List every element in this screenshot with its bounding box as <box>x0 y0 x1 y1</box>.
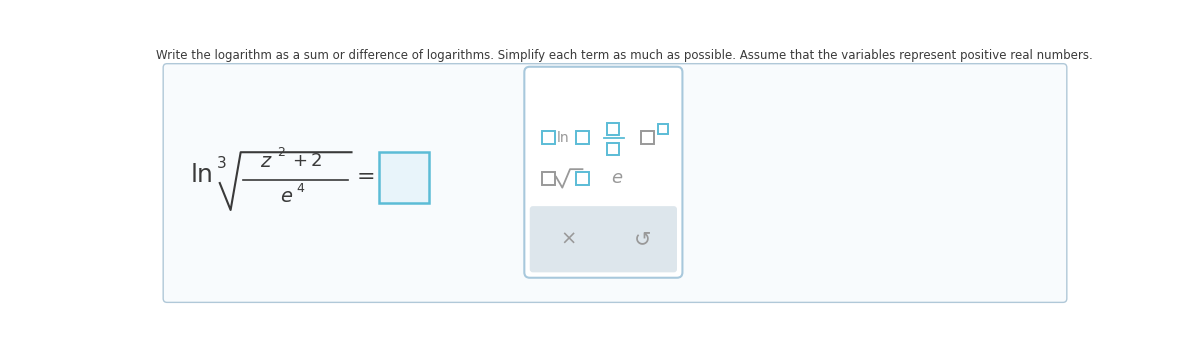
FancyBboxPatch shape <box>607 143 619 154</box>
Text: ↺: ↺ <box>634 229 650 249</box>
Text: 3: 3 <box>217 156 227 171</box>
Text: Write the logarithm as a sum or difference of logarithms. Simplify each term as : Write the logarithm as a sum or differen… <box>156 49 1093 62</box>
Text: 4: 4 <box>296 182 305 195</box>
FancyBboxPatch shape <box>576 131 589 144</box>
FancyBboxPatch shape <box>379 152 430 203</box>
FancyBboxPatch shape <box>542 172 556 185</box>
FancyBboxPatch shape <box>658 124 667 134</box>
FancyBboxPatch shape <box>524 67 683 278</box>
FancyBboxPatch shape <box>576 172 589 185</box>
Text: ×: × <box>560 230 577 249</box>
Text: $+\,2$: $+\,2$ <box>292 152 322 171</box>
Text: 2: 2 <box>277 146 284 159</box>
Text: $e$: $e$ <box>611 170 624 187</box>
FancyBboxPatch shape <box>542 131 556 144</box>
Text: $\mathrm{ln}$: $\mathrm{ln}$ <box>191 163 212 187</box>
FancyBboxPatch shape <box>529 206 677 272</box>
FancyBboxPatch shape <box>607 123 619 134</box>
Text: $=$: $=$ <box>352 165 374 185</box>
FancyBboxPatch shape <box>641 131 654 144</box>
Text: $z$: $z$ <box>260 152 272 171</box>
Text: ln: ln <box>557 131 569 145</box>
FancyBboxPatch shape <box>163 64 1067 302</box>
Text: $e$: $e$ <box>280 187 293 206</box>
